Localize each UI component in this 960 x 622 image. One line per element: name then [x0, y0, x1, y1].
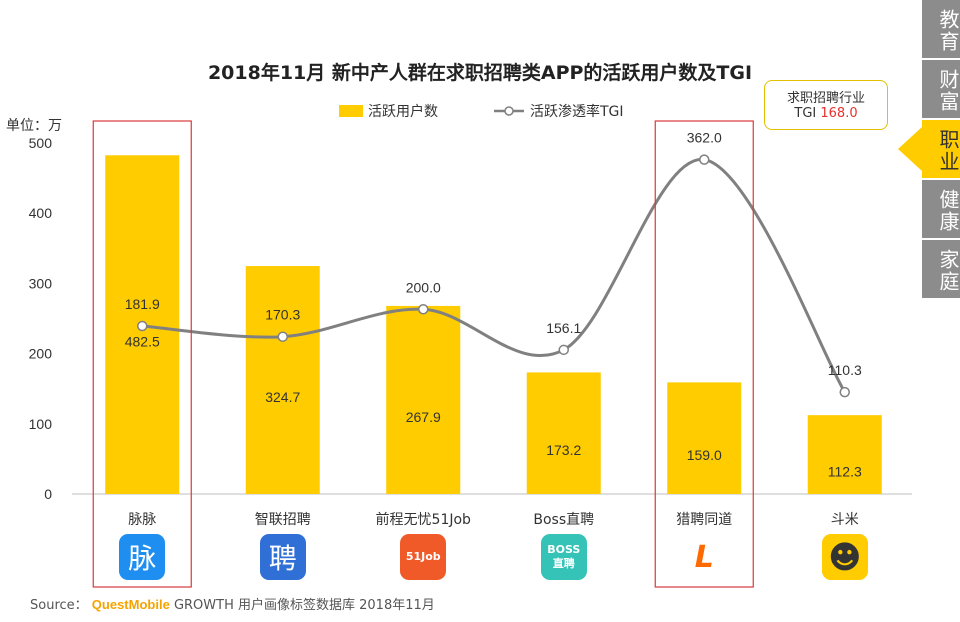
tgi-point [558, 344, 569, 356]
x-tick-label: 智联招聘 [255, 512, 311, 528]
bar [807, 415, 882, 494]
source-note: Source： QuestMobile GROWTH 用户画像标签数据库 201… [30, 594, 435, 613]
industry-tgi-label: TGI [794, 106, 817, 121]
side-nav-item[interactable]: 教育 [922, 0, 960, 58]
tgi-point [699, 154, 710, 165]
tgi-value-label: 156.1 [546, 320, 581, 336]
bar-value-label: 112.3 [828, 464, 862, 480]
x-tick-label: 前程无忧51Job [376, 511, 472, 528]
app-icon-glyph: BOSS 直聘 [547, 543, 581, 570]
app-icon-glyph: 聘 [268, 542, 297, 575]
y-tick-label: 0 [44, 486, 52, 502]
legend-swatch-bar [339, 105, 363, 117]
bar-value-label: 324.7 [265, 389, 300, 405]
y-tick-label: 500 [29, 135, 53, 151]
unit-label: 单位：万 [6, 118, 62, 134]
maimai-icon: 脉 [119, 534, 166, 580]
source-prefix: Source： [30, 598, 88, 613]
bar [245, 266, 320, 494]
app-icon-glyph: ☻ [828, 538, 862, 576]
tgi-value-label: 181.9 [125, 296, 160, 312]
tgi-point [418, 304, 429, 315]
chart: 2018年11月 新中产人群在求职招聘类APP的活跃用户数及TGI 单位：万 活跃用… [6, 61, 912, 588]
side-nav-item[interactable]: 健康 [922, 180, 960, 238]
highlight-frame [654, 120, 754, 588]
bar-value-label: 482.5 [125, 334, 160, 350]
source-brand: QuestMobile [91, 597, 170, 612]
y-tick-label: 200 [29, 346, 53, 362]
y-tick-label: 400 [29, 205, 53, 221]
51job-icon: 51Job [400, 534, 447, 580]
tgi-value-label: 362.0 [687, 130, 722, 146]
bar-value-label: 159.0 [687, 447, 722, 463]
chart-title: 2018年11月 新中产人群在求职招聘类APP的活跃用户数及TGI [208, 61, 752, 84]
zhilian-icon: 聘 [259, 534, 306, 580]
bar [386, 305, 461, 494]
side-nav-item[interactable]: 职业 [922, 120, 960, 178]
legend-label-bar: 活跃用户数 [368, 103, 438, 120]
industry-tgi-box: 求职招聘行业 TGI 168.0 [764, 80, 888, 130]
y-tick-label: 300 [29, 275, 53, 291]
tgi-point [137, 320, 148, 332]
bar-value-label: 173.2 [546, 442, 581, 458]
bar-value-label: 267.9 [406, 409, 441, 425]
source-text: GROWTH 用户画像标签数据库 2018年11月 [173, 598, 435, 613]
bar [526, 372, 601, 494]
side-nav-item[interactable]: 家庭 [922, 240, 960, 298]
app-icon-glyph: L [694, 539, 714, 575]
x-tick-label: Boss直聘 [533, 511, 594, 528]
tgi-value-label: 170.3 [265, 307, 300, 323]
tgi-point [277, 331, 288, 342]
app-icon-glyph: 51Job [405, 550, 441, 563]
x-tick-label: 脉脉 [128, 512, 156, 528]
x-tick-label: 斗米 [831, 512, 859, 528]
side-nav: 教育 财富 职业 健康 家庭 [898, 0, 960, 300]
legend-swatch-marker [504, 106, 514, 116]
doumi-icon: ☻ [821, 534, 868, 580]
industry-tgi-value: 168.0 [820, 106, 858, 121]
tgi-value-label: 200.0 [406, 279, 441, 295]
x-tick-label: 猎聘同道 [676, 512, 732, 528]
highlight-frame [92, 120, 192, 588]
y-tick-label: 100 [29, 416, 53, 432]
app-icon-glyph: 脉 [128, 542, 157, 575]
side-nav-item[interactable]: 财富 [922, 60, 960, 118]
tgi-value-label: 110.3 [828, 362, 862, 378]
liepin-icon: L [681, 534, 728, 580]
boss-icon: BOSS 直聘 [540, 534, 587, 580]
bar [667, 382, 742, 494]
tgi-point [839, 386, 850, 398]
active-pointer-icon [898, 127, 922, 171]
legend-label-line: 活跃渗透率TGI [530, 103, 624, 120]
industry-tgi-title: 求职招聘行业 [786, 91, 865, 106]
